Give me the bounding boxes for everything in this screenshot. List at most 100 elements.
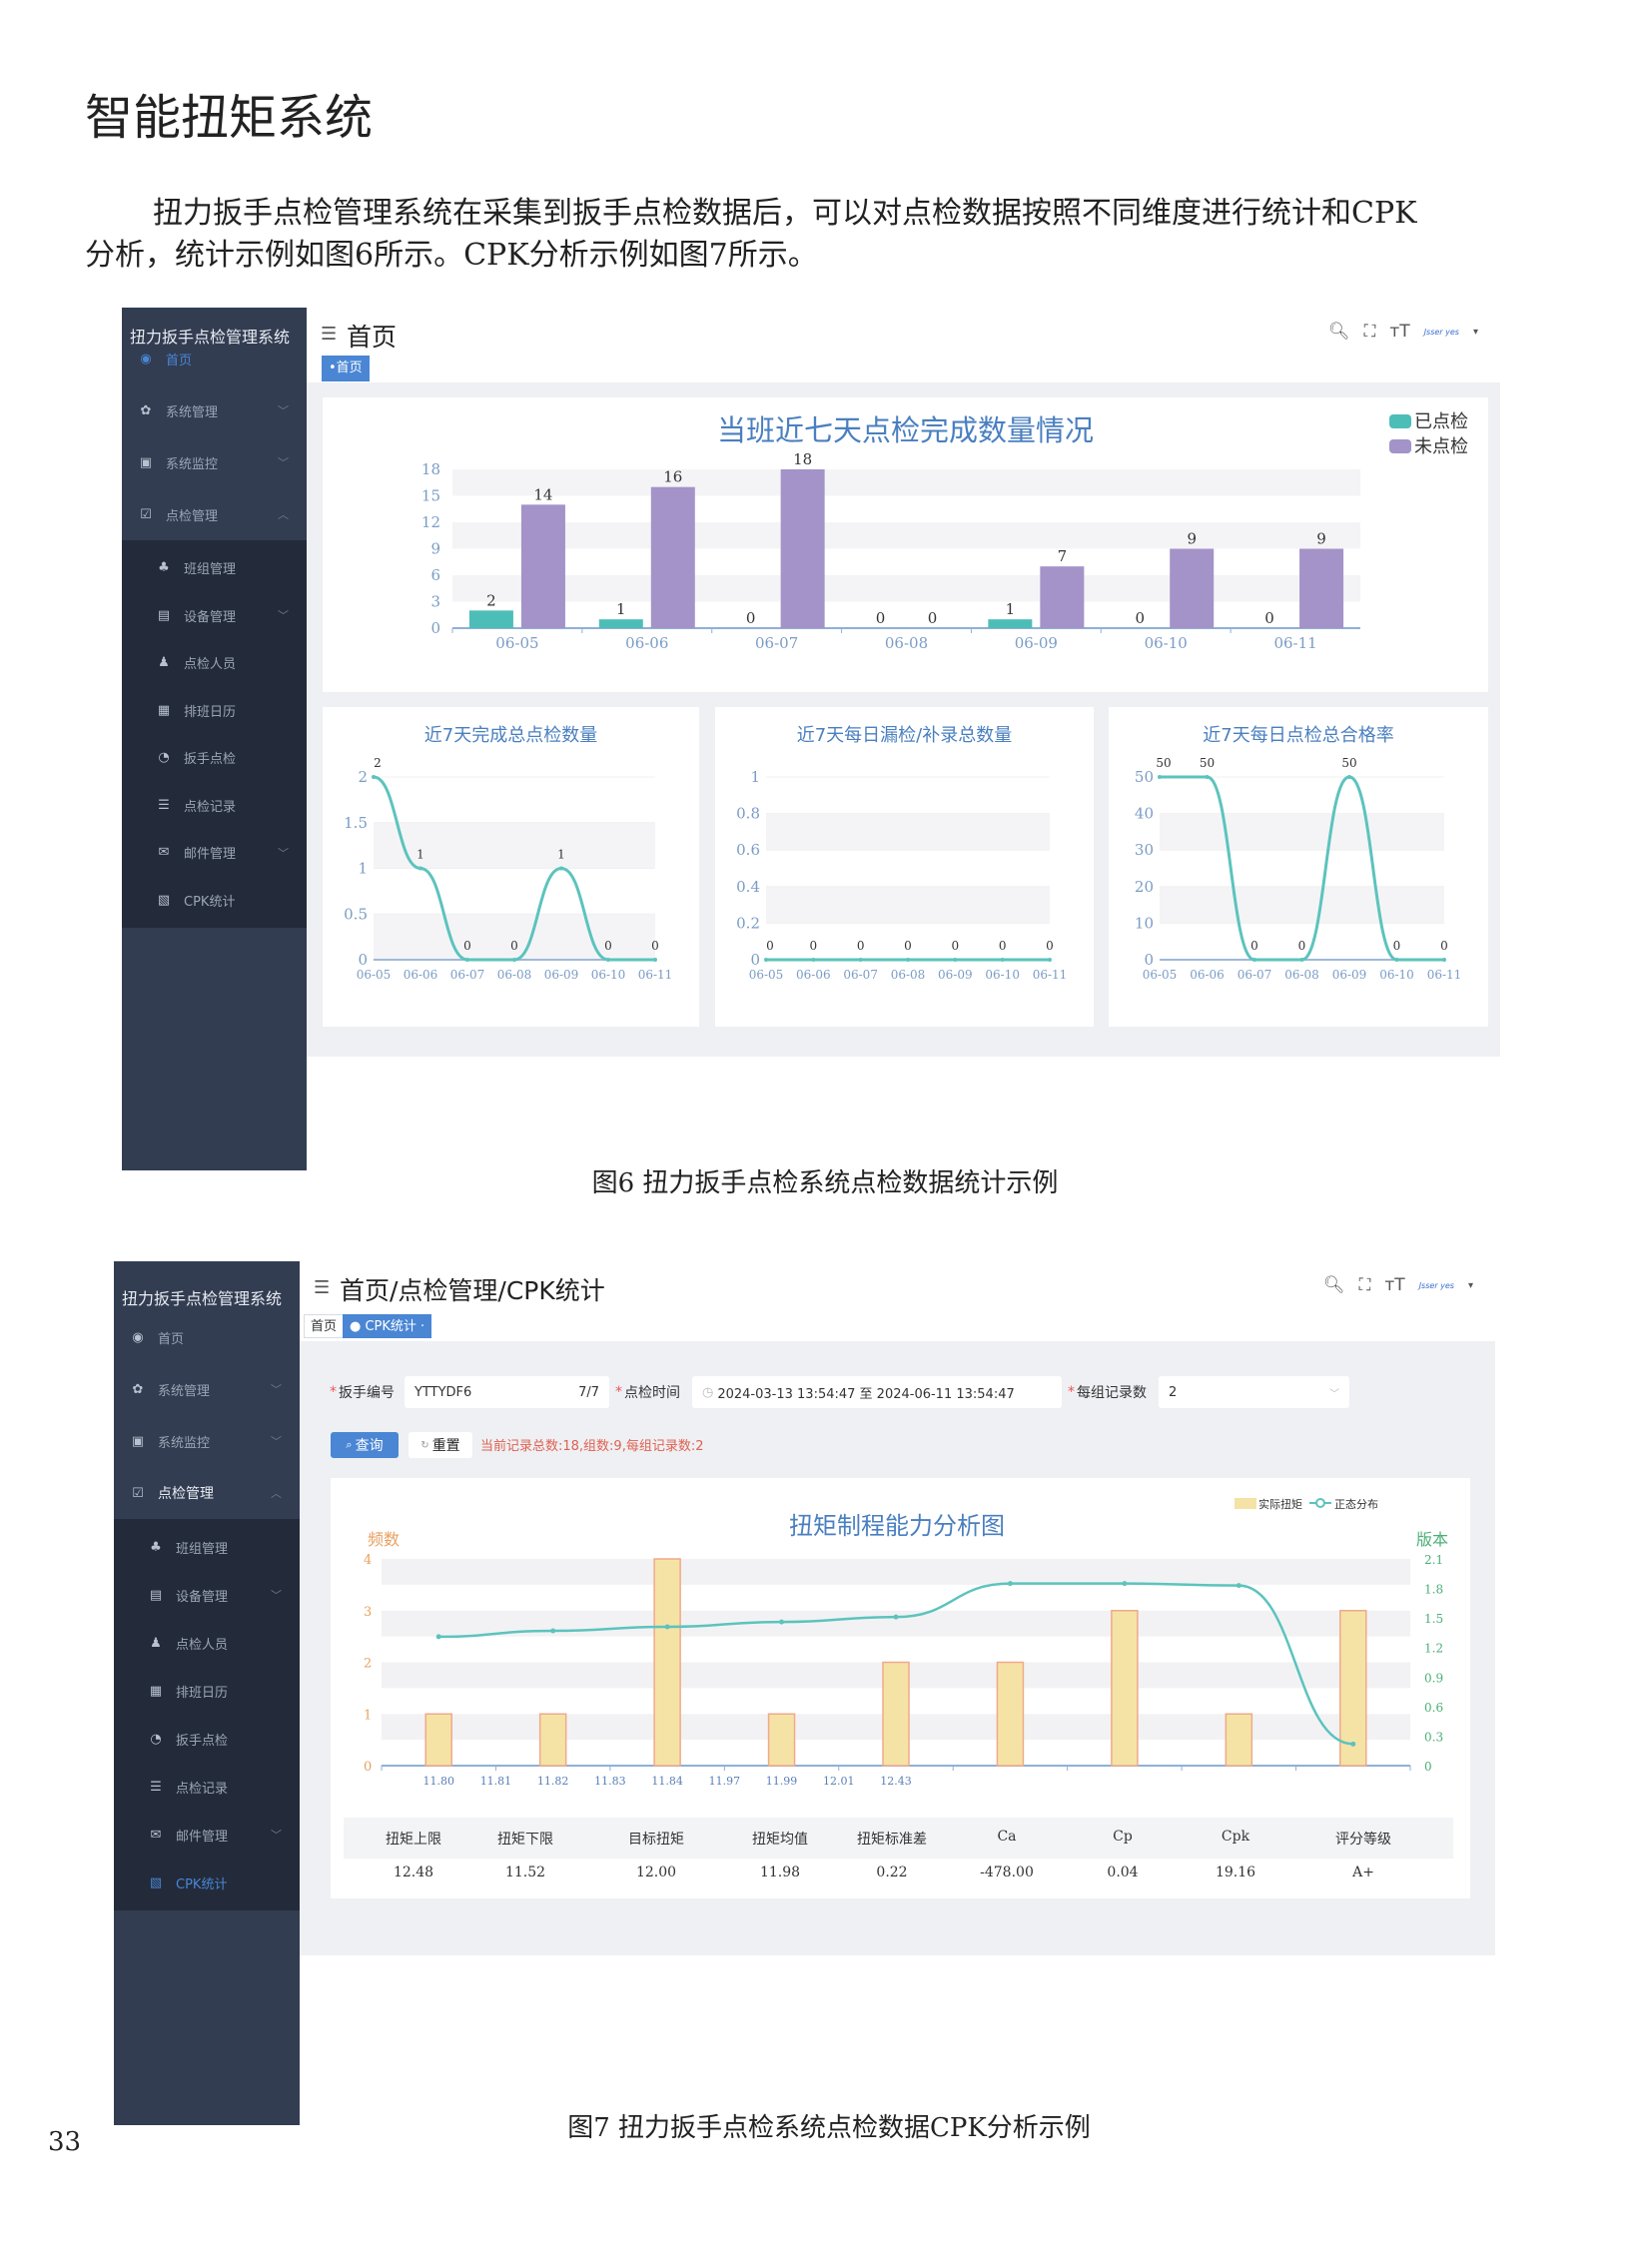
sidebar-item-list[interactable]: ☰ 点检记录 <box>122 781 307 829</box>
query-button[interactable]: ⌕ 查询 <box>331 1432 399 1458</box>
data-point <box>1007 1581 1013 1587</box>
x-tick-label: 06-11 <box>1033 968 1068 982</box>
table-header-cell: Cp <box>1113 1829 1133 1845</box>
x-tick-label: 06-08 <box>885 634 928 652</box>
chevron-down-icon[interactable]: ▾ <box>1472 326 1478 338</box>
data-point <box>858 958 863 962</box>
data-label: 50 <box>1156 756 1171 770</box>
sidebar-item-wrench[interactable]: ◔ 扳手点检 <box>122 734 307 782</box>
sidebar-item-monitor[interactable]: ▣ 系统监控 ﹀ <box>122 438 307 486</box>
table-cell: 0.22 <box>876 1865 908 1880</box>
y2-tick-label: 0.9 <box>1424 1671 1443 1685</box>
fullscreen-icon[interactable]: ⛶ <box>1363 322 1376 342</box>
chevron-down-icon[interactable]: ▾ <box>1467 1279 1473 1291</box>
user-name[interactable]: Jsser yes <box>1423 327 1459 337</box>
sidebar-item-label: 排班日历 <box>176 1685 229 1701</box>
histogram-bar <box>1111 1610 1139 1767</box>
search-icon[interactable]: 🔍︎ <box>1322 1275 1345 1295</box>
legend-label: 未点检 <box>1414 436 1468 457</box>
tab-home[interactable]: 首页 <box>304 1314 345 1338</box>
menu-fold-icon[interactable]: ☰ <box>314 1277 331 1298</box>
sidebar-item-label: 班组管理 <box>184 562 237 578</box>
submenu <box>114 1519 300 1910</box>
x-tick-label: 06-05 <box>357 968 392 982</box>
figure7-screenshot: 扭力扳手点检管理系统 ◉ 首页 ✿ 系统管理 ﹀ ▣ 系统监控 ﹀ ☑ 点检管理 ︿ ♣ 班组管理 ▤ 设备管… <box>114 1261 1495 2125</box>
time-range-input[interactable]: ◷ 2024-03-13 13:54:47 至 2024-06-11 13:54:… <box>692 1376 1062 1408</box>
sidebar-item-chart[interactable]: ▧ CPK统计 <box>114 1859 300 1906</box>
bar-value-label: 0 <box>1264 609 1274 627</box>
sidebar-item-dashboard[interactable]: ◉ 首页 <box>114 1313 300 1361</box>
chevron-down-icon[interactable]: ﹀ <box>271 1829 282 1842</box>
fullscreen-icon[interactable]: ⛶ <box>1358 1275 1371 1295</box>
chevron-down-icon[interactable]: ﹀ <box>271 1383 282 1396</box>
wrench-label: * 扳手编号 <box>330 1384 395 1401</box>
chevron-down-icon[interactable]: ﹀ <box>271 1589 282 1602</box>
x-tick-label: 06-10 <box>1379 968 1414 982</box>
font-size-icon[interactable]: ᴛT <box>1384 1275 1405 1295</box>
y-tick-label: 4 <box>364 1553 372 1568</box>
chart-card-total: 近7天完成总点检数量 0 0.5 1 1.5 2 06-05 2 06-06 1 06-07 0 06… <box>323 707 699 1027</box>
grid-band <box>1160 813 1444 851</box>
sidebar-item-gear[interactable]: ✿ 系统管理 ﹀ <box>122 386 307 434</box>
list-icon: ☰ <box>158 797 170 813</box>
data-label: 0 <box>510 939 518 953</box>
sidebar-item-calendar[interactable]: ▦ 排班日历 <box>122 686 307 734</box>
sidebar-item-calendar[interactable]: ▦ 排班日历 <box>114 1667 300 1715</box>
data-label: 0 <box>463 939 471 953</box>
search-icon[interactable]: 🔍︎ <box>1327 322 1350 342</box>
sidebar-item-mail[interactable]: ✉ 邮件管理 ﹀ <box>114 1811 300 1859</box>
histogram-bar <box>538 1713 567 1767</box>
reset-button[interactable]: ↻ 重置 <box>409 1432 472 1458</box>
chevron-up-icon[interactable]: ︿ <box>271 1487 282 1500</box>
sidebar-item-dashboard[interactable]: ◉ 首页 <box>122 335 307 382</box>
sidebar-item-checkbox[interactable]: ☑ 点检管理 ︿ <box>114 1469 300 1517</box>
tab-home[interactable]: •首页 <box>322 356 370 381</box>
sidebar-item-label: 邮件管理 <box>184 847 237 863</box>
data-label: 0 <box>651 939 659 953</box>
data-label: 0 <box>1250 939 1258 953</box>
section-heading: 智能扭矩系统 <box>85 90 374 146</box>
y-tick-label: 10 <box>1135 914 1154 932</box>
sidebar-item-monitor[interactable]: ▣ 系统监控 ﹀ <box>114 1417 300 1465</box>
menu-fold-icon[interactable]: ☰ <box>321 324 338 345</box>
main-area: ☰ 首页 🔍︎ ⛶ ᴛT Jsser yes ▾ •首页 当班近七天点检完成数量… <box>307 308 1500 1170</box>
font-size-icon[interactable]: ᴛT <box>1389 322 1410 342</box>
sidebar-item-gear[interactable]: ✿ 系统管理 ﹀ <box>114 1365 300 1413</box>
group-size-select[interactable]: 2 ﹀ <box>1159 1376 1349 1408</box>
table-cell: 12.00 <box>635 1865 677 1880</box>
sidebar-item-org-tree[interactable]: ♣ 班组管理 <box>122 544 307 592</box>
chevron-up-icon[interactable]: ︿ <box>278 508 289 521</box>
bar-unchecked <box>1170 548 1215 628</box>
sidebar-item-wrench[interactable]: ◔ 扳手点检 <box>114 1715 300 1763</box>
sidebar-item-list[interactable]: ☰ 点检记录 <box>114 1763 300 1811</box>
tab-cpk[interactable]: ● CPK统计 · <box>343 1314 432 1338</box>
user-name[interactable]: Jsser yes <box>1418 1280 1454 1290</box>
chevron-down-icon[interactable]: ﹀ <box>271 1435 282 1448</box>
x-tick-label: 06-11 <box>1427 968 1462 982</box>
sidebar-item-device[interactable]: ▤ 设备管理 ﹀ <box>114 1571 300 1619</box>
monitor-icon: ▣ <box>139 454 153 470</box>
group-size-label: * 每组记录数 <box>1068 1384 1147 1401</box>
data-label: 0 <box>766 939 774 953</box>
wrench-input[interactable]: YTTYDF6 7/7 <box>405 1376 609 1408</box>
sidebar-item-device[interactable]: ▤ 设备管理 ﹀ <box>122 591 307 639</box>
x-tick-label: 06-11 <box>638 968 673 982</box>
chevron-down-icon[interactable]: ﹀ <box>278 609 289 623</box>
paragraph-line-2: 分析，统计示例如图6所示。CPK分析示例如图7所示。 <box>85 238 818 273</box>
table-header-cell: 扭矩标准差 <box>857 1832 927 1848</box>
sidebar-item-user[interactable]: ♟ 点检人员 <box>114 1619 300 1667</box>
sidebar-item-mail[interactable]: ✉ 邮件管理 ﹀ <box>122 829 307 877</box>
sidebar-item-checkbox[interactable]: ☑ 点检管理 ︿ <box>122 490 307 538</box>
y-tick-label: 0 <box>364 1760 372 1775</box>
chevron-down-icon[interactable]: ﹀ <box>278 404 289 417</box>
data-point <box>764 958 768 962</box>
sidebar-item-chart[interactable]: ▧ CPK统计 <box>122 876 307 924</box>
sidebar-item-user[interactable]: ♟ 点检人员 <box>122 639 307 687</box>
sidebar-item-org-tree[interactable]: ♣ 班组管理 <box>114 1523 300 1571</box>
chevron-down-icon[interactable]: ﹀ <box>278 846 289 860</box>
legend-marker <box>1315 1498 1325 1508</box>
y-tick-label: 9 <box>430 540 440 558</box>
list-icon: ☰ <box>150 1779 162 1795</box>
chevron-down-icon[interactable]: ﹀ <box>278 456 289 469</box>
table-cell: 12.48 <box>393 1865 434 1880</box>
